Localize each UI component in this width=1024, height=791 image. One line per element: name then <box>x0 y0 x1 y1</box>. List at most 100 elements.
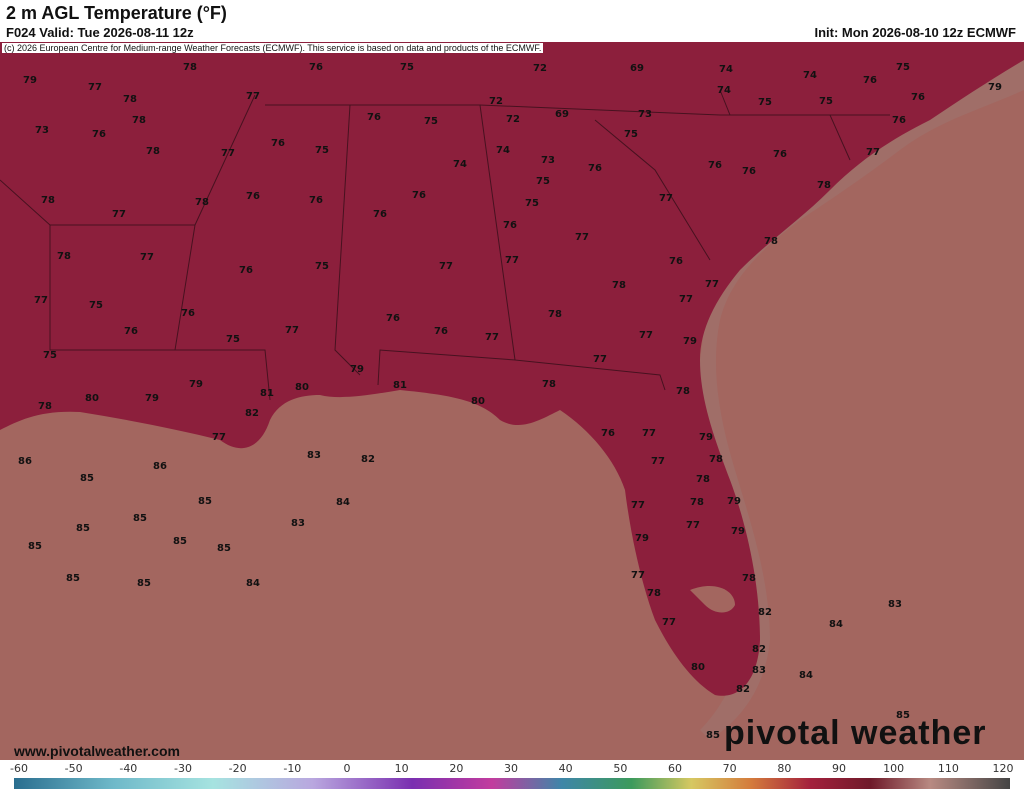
temperature-label: 78 <box>696 474 710 485</box>
colorbar-tick-label: 50 <box>613 762 627 775</box>
temperature-label: 76 <box>181 308 195 319</box>
land <box>0 42 1024 696</box>
temperature-label: 79 <box>189 379 203 390</box>
temperature-label: 77 <box>705 279 719 290</box>
colorbar-tick-label: 90 <box>832 762 846 775</box>
temperature-label: 79 <box>350 364 364 375</box>
temperature-label: 75 <box>89 300 103 311</box>
temperature-label: 77 <box>485 332 499 343</box>
brand: pivotal weather <box>724 714 987 752</box>
temperature-label: 76 <box>892 115 906 126</box>
temperature-label: 77 <box>642 428 656 439</box>
temperature-label: 74 <box>496 145 510 156</box>
temperature-label: 76 <box>412 190 426 201</box>
temperature-label: 85 <box>76 523 90 534</box>
temperature-label: 76 <box>124 326 138 337</box>
colorbar-tick-label: 110 <box>938 762 959 775</box>
temperature-label: 75 <box>758 97 772 108</box>
temperature-label: 82 <box>361 454 375 465</box>
temperature-label: 77 <box>575 232 589 243</box>
temperature-label: 77 <box>639 330 653 341</box>
temperature-label: 85 <box>137 578 151 589</box>
temperature-label: 78 <box>132 115 146 126</box>
temperature-label: 75 <box>525 198 539 209</box>
temperature-label: 75 <box>819 96 833 107</box>
temperature-label: 83 <box>888 599 902 610</box>
temperature-label: 79 <box>635 533 649 544</box>
temperature-label: 77 <box>439 261 453 272</box>
temperature-label: 85 <box>896 710 910 721</box>
temperature-label: 79 <box>699 432 713 443</box>
temperature-label: 77 <box>651 456 665 467</box>
temperature-label: 77 <box>140 252 154 263</box>
temperature-label: 82 <box>758 607 772 618</box>
state-borders <box>0 89 890 401</box>
temperature-label: 76 <box>669 256 683 267</box>
valid-time: F024 Valid: Tue 2026-08-11 12z <box>6 25 194 40</box>
temperature-label: 73 <box>541 155 555 166</box>
temperature-label: 75 <box>43 350 57 361</box>
temperature-label: 84 <box>336 497 350 508</box>
temperature-label: 78 <box>612 280 626 291</box>
temperature-label: 76 <box>863 75 877 86</box>
temperature-label: 77 <box>593 354 607 365</box>
temperature-label: 72 <box>489 96 503 107</box>
temperature-label: 84 <box>829 619 843 630</box>
temperature-label: 76 <box>708 160 722 171</box>
temperature-label: 78 <box>183 62 197 73</box>
colorbar-tick-label: -10 <box>283 762 301 775</box>
temperature-label: 80 <box>691 662 705 673</box>
temperature-label: 75 <box>315 145 329 156</box>
temperature-label: 79 <box>731 526 745 537</box>
lake <box>690 585 735 613</box>
temperature-label: 81 <box>260 388 274 399</box>
temperature-label: 78 <box>41 195 55 206</box>
colorbar-tick-label: 80 <box>777 762 791 775</box>
colorbar-tick-label: -60 <box>10 762 28 775</box>
temperature-label: 84 <box>246 578 260 589</box>
colorbar-tick-label: 60 <box>668 762 682 775</box>
temperature-label: 76 <box>309 195 323 206</box>
temperature-label: 80 <box>295 382 309 393</box>
temperature-label: 79 <box>145 393 159 404</box>
colorbar <box>14 778 1010 789</box>
temperature-label: 85 <box>133 513 147 524</box>
colorbar-tick-label: 40 <box>559 762 573 775</box>
temperature-label: 77 <box>659 193 673 204</box>
temperature-label: 81 <box>393 380 407 391</box>
temperature-label: 77 <box>631 570 645 581</box>
temperature-label: 78 <box>764 236 778 247</box>
temperature-label: 86 <box>153 461 167 472</box>
temperature-label: 85 <box>173 536 187 547</box>
temperature-label: 77 <box>285 325 299 336</box>
temperature-label: 76 <box>246 191 260 202</box>
temperature-label: 76 <box>434 326 448 337</box>
colorbar-tick-label: 20 <box>449 762 463 775</box>
colorbar-tick-label: 70 <box>723 762 737 775</box>
temperature-label: 77 <box>686 520 700 531</box>
temperature-label: 80 <box>85 393 99 404</box>
colorbar-tick-label: -30 <box>174 762 192 775</box>
map-title: 2 m AGL Temperature (°F) <box>6 3 227 23</box>
temperature-label: 76 <box>588 163 602 174</box>
temperature-label: 75 <box>896 62 910 73</box>
temperature-label: 78 <box>817 180 831 191</box>
copyright: (c) 2026 European Centre for Medium-rang… <box>2 43 544 53</box>
temperature-label: 82 <box>752 644 766 655</box>
temperature-label: 75 <box>536 176 550 187</box>
colorbar-tick-label: 120 <box>993 762 1014 775</box>
temperature-label: 79 <box>988 82 1002 93</box>
temperature-label: 75 <box>315 261 329 272</box>
temperature-label: 72 <box>533 63 547 74</box>
temperature-label: 77 <box>112 209 126 220</box>
temperature-label: 85 <box>28 541 42 552</box>
temperature-label: 74 <box>717 85 731 96</box>
temperature-label: 74 <box>453 159 467 170</box>
temperature-label: 76 <box>367 112 381 123</box>
temperature-label: 74 <box>803 70 817 81</box>
temperature-label: 76 <box>503 220 517 231</box>
colorbar-tick-label: -20 <box>229 762 247 775</box>
colorbar-tick-label: -40 <box>119 762 137 775</box>
